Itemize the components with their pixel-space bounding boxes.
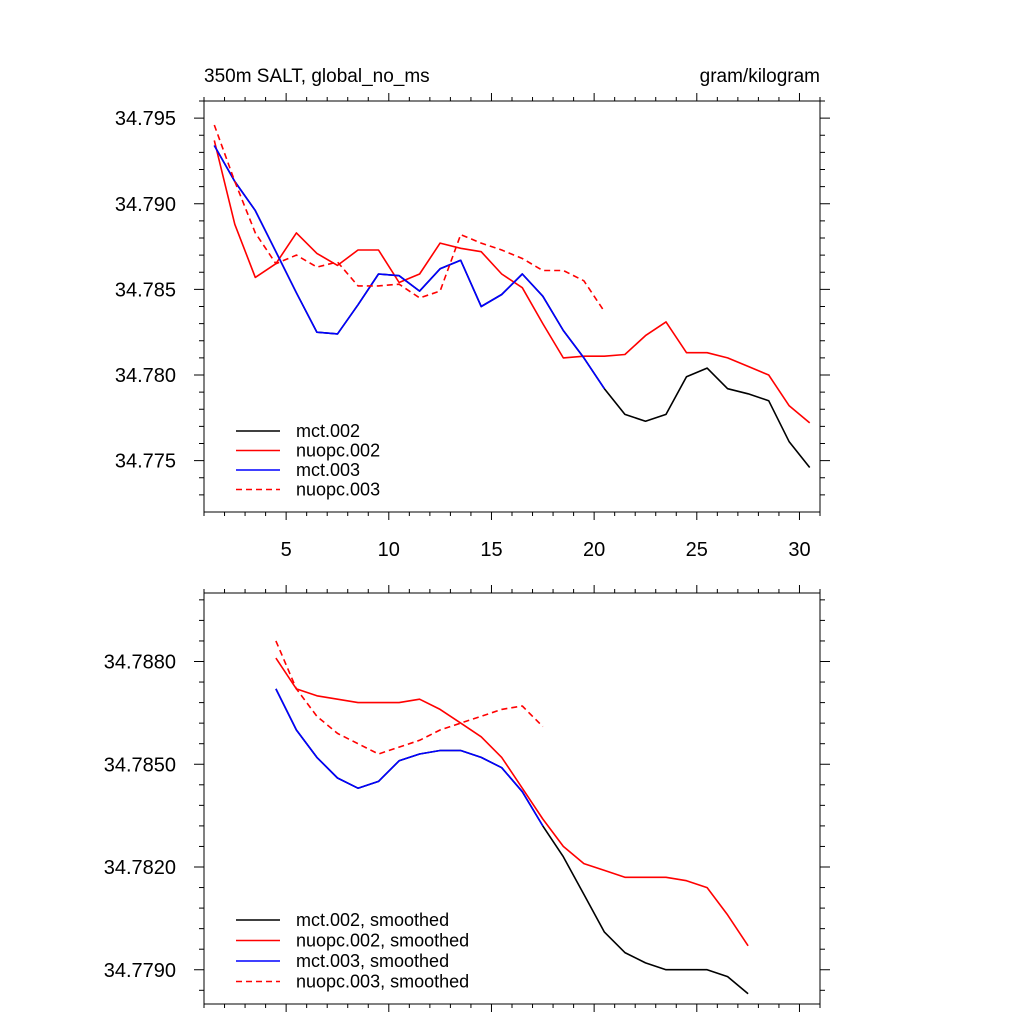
top-axis-ticks: 5 10 15 20 25 30 34.775 34.780 34.785 34.790 34.79… xyxy=(115,93,830,561)
series-line-4 xyxy=(275,640,544,755)
bottom-axis-ticks: 34.7790 34.7820 34.7850 34.7880 xyxy=(104,585,830,1012)
y-tick-label: 34.7790 xyxy=(104,960,176,982)
legend-label: nuopc.003 xyxy=(296,480,380,500)
legend-label: mct.003 xyxy=(296,460,360,480)
x-tick-label: 25 xyxy=(686,539,708,561)
series-line-2 xyxy=(213,140,811,424)
y-tick-label: 34.7820 xyxy=(104,857,176,879)
y-tick-label: 34.785 xyxy=(115,279,176,301)
x-tick-label: 20 xyxy=(583,539,605,561)
top-panel: 350m SALT, global_no_ms gram/kilogram 5 1… xyxy=(115,66,830,561)
top-title-right: gram/kilogram xyxy=(700,66,820,87)
legend-label: mct.002, smoothed xyxy=(296,910,449,930)
x-tick-label: 5 xyxy=(281,539,292,561)
y-tick-label: 34.7880 xyxy=(104,652,176,674)
y-tick-label: 34.780 xyxy=(115,365,176,387)
top-title-left: 350m SALT, global_no_ms xyxy=(204,66,430,87)
series-line-2 xyxy=(275,657,749,947)
legend-label: nuopc.003, smoothed xyxy=(296,972,469,992)
bottom-series-group xyxy=(275,640,749,995)
series-line-3 xyxy=(275,688,544,827)
x-tick-label: 10 xyxy=(378,539,400,561)
y-tick-label: 34.7850 xyxy=(104,754,176,776)
y-tick-label: 34.775 xyxy=(115,451,176,473)
x-tick-label: 15 xyxy=(480,539,502,561)
series-line-3 xyxy=(213,145,606,390)
legend-label: nuopc.002 xyxy=(296,441,380,461)
bottom-panel: 34.7790 34.7820 34.7850 34.7880 mct.002, sm… xyxy=(104,585,830,1012)
top-series-group xyxy=(213,124,811,468)
legend-label: mct.003, smoothed xyxy=(296,951,449,971)
legend-label: mct.002 xyxy=(296,421,360,441)
legend-label: nuopc.002, smoothed xyxy=(296,931,469,951)
y-tick-label: 34.795 xyxy=(115,108,176,130)
series-line-4 xyxy=(213,124,606,313)
y-tick-label: 34.790 xyxy=(115,194,176,216)
x-tick-label: 30 xyxy=(788,539,810,561)
